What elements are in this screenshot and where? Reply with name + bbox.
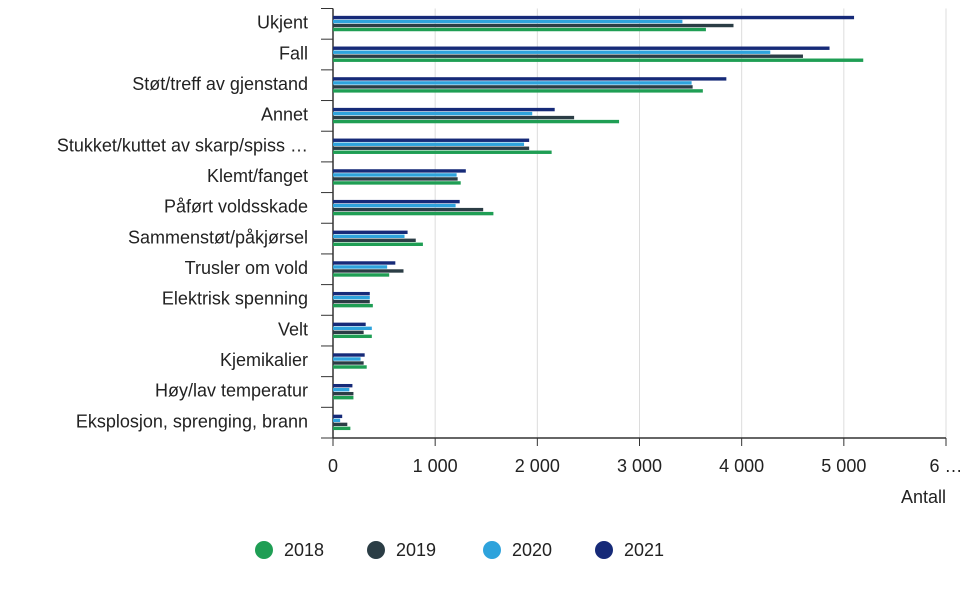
bar [333, 199, 460, 204]
legend-marker [367, 541, 385, 559]
x-tick-label: 2 000 [515, 456, 560, 476]
x-tick-label: 6 … [929, 456, 960, 476]
bar [333, 111, 533, 116]
bar [333, 27, 706, 32]
bar [333, 238, 416, 242]
bar [333, 391, 354, 396]
y-tick-label: Støt/treff av gjenstand [132, 74, 308, 94]
bar [333, 361, 364, 365]
bar [333, 107, 555, 112]
bar [333, 295, 370, 300]
bar [333, 115, 575, 120]
legend-label: 2020 [512, 540, 552, 560]
bar [333, 23, 734, 28]
bar [333, 203, 456, 208]
bar [333, 54, 803, 58]
bar [333, 414, 343, 419]
bar [333, 150, 552, 154]
bar [333, 303, 373, 308]
bar [333, 291, 370, 296]
bar [333, 85, 693, 89]
bar [333, 77, 727, 81]
bar [333, 146, 530, 150]
y-tick-label: Stukket/kuttet av skarp/spiss … [57, 135, 308, 155]
bar [333, 242, 423, 246]
bar [333, 138, 530, 142]
bar [333, 395, 354, 400]
y-tick-label: Fall [279, 43, 308, 63]
bar [333, 322, 366, 327]
bar [333, 142, 525, 146]
bar [333, 422, 348, 427]
x-axis-label: Antall [901, 487, 946, 507]
x-tick-label: 5 000 [821, 456, 866, 476]
bar [333, 81, 692, 85]
x-tick-label: 0 [328, 456, 338, 476]
bar [333, 326, 372, 331]
x-tick-label: 3 000 [617, 456, 662, 476]
legend-label: 2021 [624, 540, 664, 560]
x-tick-label: 4 000 [719, 456, 764, 476]
legend-label: 2019 [396, 540, 436, 560]
y-tick-label: Eksplosjon, sprenging, brann [76, 411, 308, 431]
bar [333, 50, 771, 54]
legend-marker [255, 541, 273, 559]
bar [333, 261, 396, 265]
bar [333, 173, 457, 177]
bar [333, 299, 370, 304]
bar [333, 383, 353, 388]
y-tick-label: Trusler om vold [185, 258, 308, 278]
bar [333, 19, 683, 24]
bar [333, 234, 405, 238]
bar [333, 58, 864, 62]
bar [333, 265, 388, 269]
y-tick-label: Velt [278, 319, 308, 339]
y-tick-label: Annet [261, 105, 308, 125]
bar [333, 15, 855, 20]
y-tick-label: Elektrisk spenning [162, 289, 308, 309]
bar [333, 119, 620, 124]
bar [333, 273, 390, 277]
legend-marker [595, 541, 613, 559]
y-tick-label: Sammenstøt/påkjørsel [128, 227, 308, 247]
bar [333, 46, 830, 50]
bar [333, 387, 350, 392]
bar [333, 269, 404, 273]
legend-label: 2018 [284, 540, 324, 560]
bar [333, 365, 367, 369]
bar [333, 177, 458, 181]
bar [333, 353, 365, 357]
bar [333, 230, 408, 234]
bar [333, 334, 372, 339]
y-tick-label: Høy/lav temperatur [155, 381, 308, 401]
bar [333, 169, 466, 173]
bar [333, 207, 484, 212]
bar [333, 426, 351, 431]
legend-marker [483, 541, 501, 559]
bar [333, 181, 461, 185]
bar [333, 418, 341, 423]
y-tick-label: Klemt/fanget [207, 166, 308, 186]
bar [333, 89, 703, 93]
y-tick-label: Ukjent [257, 13, 308, 33]
bar [333, 211, 494, 216]
y-tick-label: Kjemikalier [220, 350, 308, 370]
y-tick-label: Påført voldsskade [164, 197, 308, 217]
bar [333, 357, 361, 361]
x-tick-label: 1 000 [413, 456, 458, 476]
bar [333, 330, 364, 335]
